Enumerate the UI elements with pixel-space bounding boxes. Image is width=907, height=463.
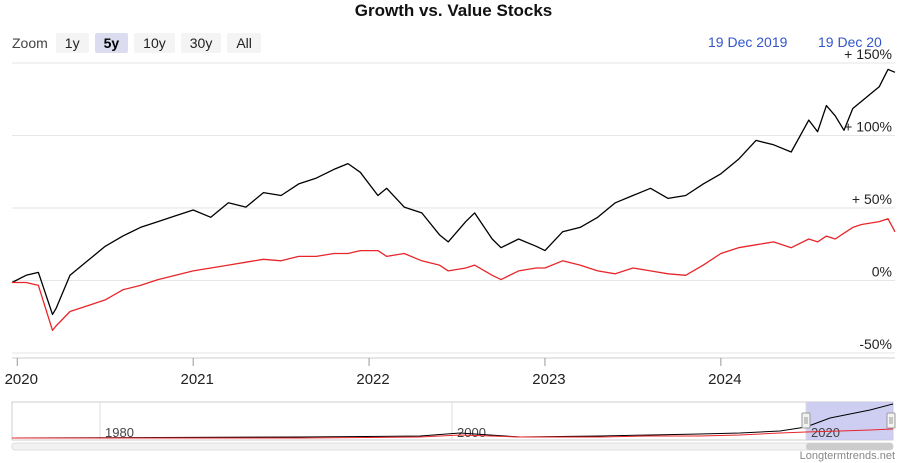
navigator-growth-line xyxy=(11,403,894,439)
navigator-year-label: 2020 xyxy=(811,425,840,440)
navigator-right-handle[interactable] xyxy=(886,412,896,429)
zoom-selector: Zoom 1y 5y 10y 30y All xyxy=(12,33,267,53)
navigator: 1980 2000 2020 xyxy=(11,401,896,451)
zoom-all-button[interactable]: All xyxy=(227,33,261,53)
navigator-scrollbar[interactable] xyxy=(11,442,894,451)
y-tick-label: + 100% xyxy=(844,119,892,135)
x-tick-label: 2023 xyxy=(532,371,565,388)
zoom-10y-button[interactable]: 10y xyxy=(134,33,175,53)
zoom-5y-button[interactable]: 5y xyxy=(94,33,129,53)
navigator-year-label: 2000 xyxy=(457,425,486,440)
y-tick-label: + 50% xyxy=(852,191,892,207)
zoom-1y-button[interactable]: 1y xyxy=(55,33,89,53)
navigator-value-line xyxy=(12,428,894,439)
navigator-scrollbar-thumb[interactable] xyxy=(806,443,893,450)
zoom-label: Zoom xyxy=(12,35,48,51)
x-tick-label: 2022 xyxy=(356,371,389,388)
y-tick-label: 0% xyxy=(872,264,892,280)
navigator-selection xyxy=(806,402,893,440)
growth-series-line xyxy=(11,68,896,316)
navigator-left-handle[interactable] xyxy=(801,412,811,429)
x-tick-label: 2024 xyxy=(708,371,741,388)
x-tick-label: 2021 xyxy=(180,371,213,388)
navigator-year-label: 1980 xyxy=(105,425,134,440)
y-tick-label: -50% xyxy=(859,336,892,352)
credit-link[interactable]: Longtermtrends.net xyxy=(799,450,895,462)
range-from-date[interactable]: 19 Dec 2019 xyxy=(708,34,788,50)
value-series-line xyxy=(12,218,896,332)
chart-title: Growth vs. Value Stocks xyxy=(354,1,553,20)
y-tick-label: + 150% xyxy=(844,46,892,62)
zoom-30y-button[interactable]: 30y xyxy=(180,33,222,53)
range-to-date[interactable]: 19 Dec 20 xyxy=(818,34,882,50)
x-tick-label: 2020 xyxy=(5,371,38,388)
